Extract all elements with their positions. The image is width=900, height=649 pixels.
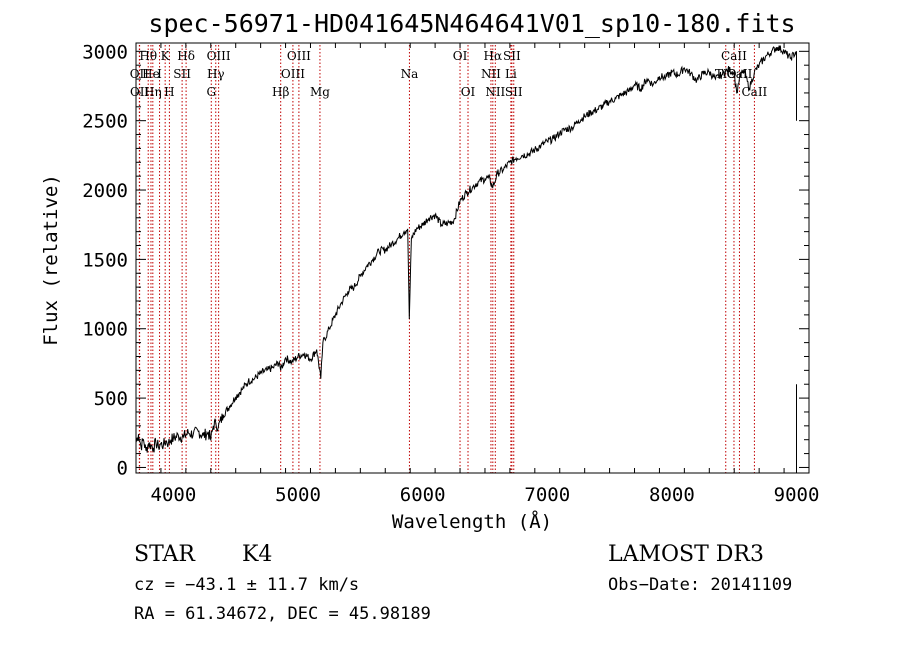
survey-name: LAMOST DR3 [608, 542, 764, 567]
spectrum-line [135, 45, 797, 473]
y-tick-label: 2000 [82, 180, 128, 202]
spectral-line-label: Hθ [139, 49, 157, 63]
y-tick-label: 2500 [82, 111, 128, 133]
spectral-line-label: Hη [144, 85, 162, 99]
x-axis-ticks: 4000 5000 6000 7000 8000 9000 [151, 43, 820, 506]
spectral-line-label: OII [130, 67, 150, 81]
spectral-line-label: CaII [741, 85, 767, 99]
spectral-line-label: OI [453, 49, 468, 63]
spectral-line-label: OIII [207, 49, 231, 63]
x-tick-label: 6000 [400, 484, 446, 506]
y-axis-ticks: 0 500 1000 1500 2000 2500 3000 [82, 41, 809, 479]
spectral-line-label: Na [401, 67, 419, 81]
y-tick-label: 1000 [82, 319, 128, 341]
x-tick-label: 5000 [275, 484, 321, 506]
chart-title: spec-56971-HD041645N464641V01_sp10-180.f… [148, 9, 795, 38]
spectral-line-label: Hα [484, 49, 503, 63]
spectral-line-label: Mg [310, 85, 330, 99]
spectral-line-label: SII [503, 49, 521, 63]
plot-frame [135, 42, 810, 474]
spectral-line-label: SII [505, 85, 523, 99]
spectral-line-label: Li [505, 67, 517, 81]
observation-date: Obs−Date: 20141109 [608, 575, 792, 595]
spectral-line-label: TiO [715, 67, 737, 81]
x-axis-label: Wavelength (Å) [392, 510, 552, 533]
spectral-line-label: K [161, 49, 171, 63]
spectral-line-label: I [157, 67, 162, 81]
spectral-line-label: OIII [281, 67, 305, 81]
spectral-line-label: He [142, 67, 160, 81]
spectral-line-label: OIII [287, 49, 311, 63]
x-tick-label: 9000 [774, 484, 820, 506]
spectral-line-label: SII [173, 67, 191, 81]
spectral-line-label: Hβ [272, 85, 289, 99]
y-tick-label: 0 [117, 457, 128, 479]
y-tick-label: 500 [94, 388, 128, 410]
object-subclass: K4 [242, 542, 272, 567]
x-tick-label: 4000 [151, 484, 197, 506]
spectral-line-label: NII [485, 85, 505, 99]
spectral-line-label: NII [481, 67, 501, 81]
spectral-line-label: Hδ [177, 49, 195, 63]
x-tick-label: 7000 [524, 484, 570, 506]
y-tick-label: 1500 [82, 249, 128, 271]
object-class: STAR [134, 542, 196, 567]
spectral-line-label: CaII [721, 49, 747, 63]
y-tick-label: 3000 [82, 41, 128, 63]
spectral-line-label: G [206, 85, 216, 99]
y-axis-label: Flux (relative) [40, 174, 62, 346]
x-tick-label: 8000 [649, 484, 695, 506]
spectral-line-label: OI [461, 85, 476, 99]
spectral-line-markers [138, 45, 755, 473]
spectral-line-label: Hγ [207, 67, 225, 81]
coordinates: RA = 61.34672, DEC = 45.98189 [134, 604, 431, 624]
spectral-line-label: OII [130, 85, 150, 99]
redshift-cz: cz = −43.1 ± 11.7 km/s [134, 575, 359, 595]
spectral-line-label: H [164, 85, 174, 99]
